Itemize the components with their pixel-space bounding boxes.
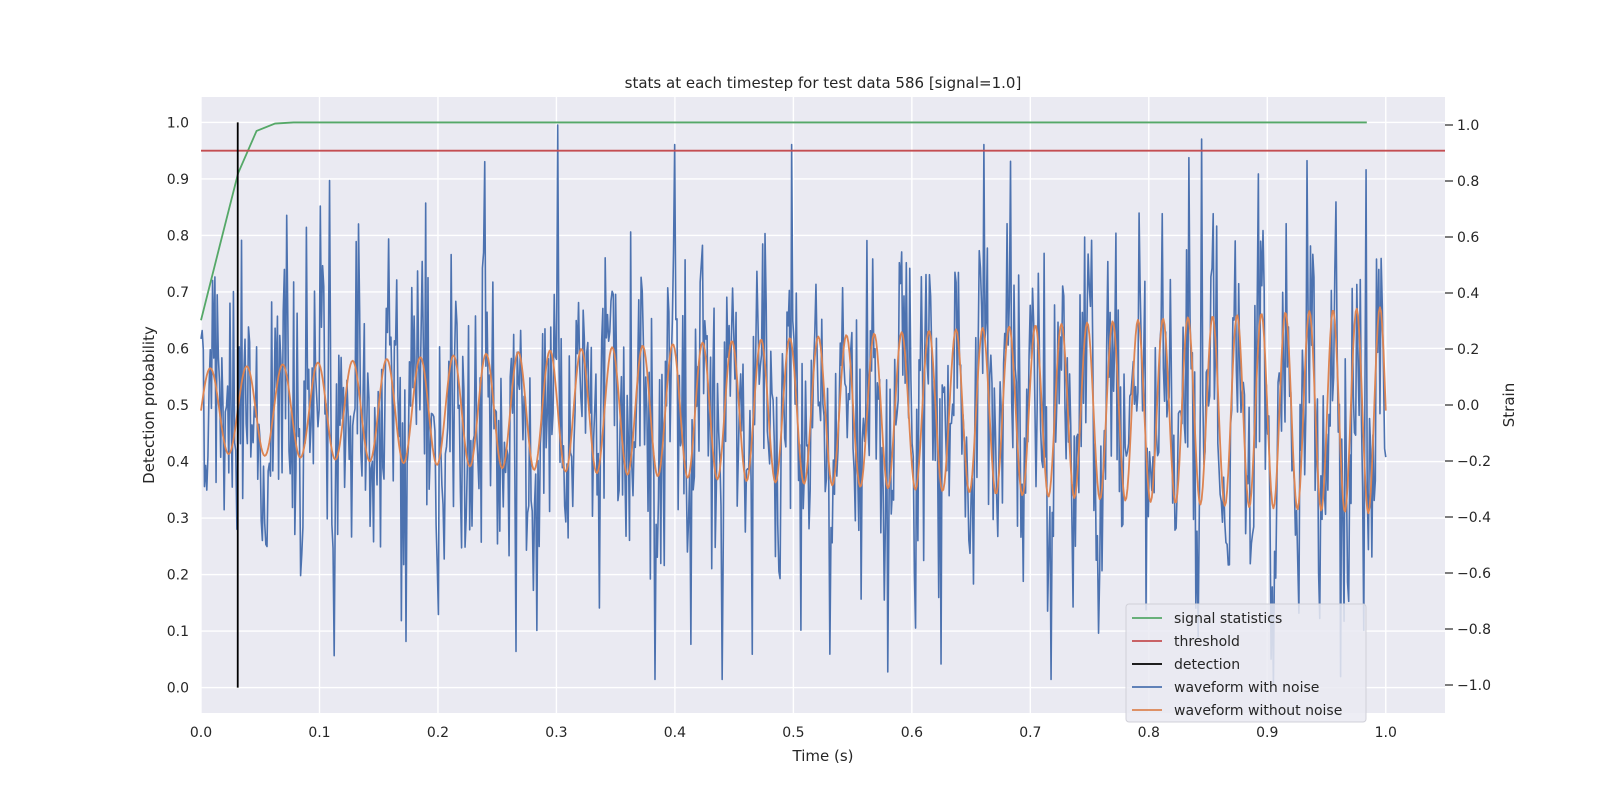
series-layer <box>200 121 1445 688</box>
y2-tick-label: 0.2 <box>1457 342 1479 358</box>
y2-tick-label: 1.0 <box>1457 118 1479 134</box>
y2-tick-label: −0.2 <box>1457 454 1491 470</box>
x-tick-label: 0.1 <box>308 725 330 741</box>
y2-tick-label: −0.6 <box>1457 566 1491 582</box>
y2-tick-label: −1.0 <box>1457 678 1491 694</box>
y-tick-label: 0.7 <box>167 285 189 301</box>
x-tick-label: 0.9 <box>1256 725 1278 741</box>
x-tick-label: 0.7 <box>1019 725 1041 741</box>
series-line-signal-statistics <box>200 121 1367 321</box>
series-line-waveform-without-noise <box>200 306 1387 515</box>
y-tick-label: 0.1 <box>167 624 189 640</box>
legend: signal statistics threshold detection wa… <box>1125 603 1367 723</box>
y-tick-label: 0.6 <box>167 341 189 357</box>
y-tick-label: 0.8 <box>167 228 189 244</box>
legend-label-waveform-without-noise: waveform without noise <box>1174 703 1342 719</box>
y2-tick-label: −0.4 <box>1457 510 1491 526</box>
y-axis-label: Detection probability <box>140 326 158 484</box>
x-axis-label: Time (s) <box>792 747 854 765</box>
y2-tick-label: 0.8 <box>1457 174 1479 190</box>
legend-label-waveform-with-noise: waveform with noise <box>1174 680 1319 696</box>
x-tick-label: 0.3 <box>545 725 567 741</box>
y-axis-left: 0.0 0.1 0.2 0.3 0.4 0.5 0.6 0.7 0.8 0.9 1.0 <box>167 115 189 696</box>
y2-tick-label: 0.4 <box>1457 286 1479 302</box>
y-tick-label: 0.9 <box>167 172 189 188</box>
y2-tick-label: 0.0 <box>1457 398 1479 414</box>
y2-tick-label: 0.6 <box>1457 230 1479 246</box>
x-tick-label: 0.2 <box>427 725 449 741</box>
legend-label-signal-statistics: signal statistics <box>1174 611 1282 627</box>
y-tick-label: 0.3 <box>167 511 189 527</box>
y-tick-label: 0.4 <box>167 455 189 471</box>
x-tick-label: 0.5 <box>782 725 804 741</box>
legend-label-detection: detection <box>1174 657 1240 673</box>
y2-axis-label: Strain <box>1500 383 1518 427</box>
chart-title: stats at each timestep for test data 586… <box>625 74 1022 92</box>
legend-box <box>1125 603 1367 723</box>
y2-tick-label: −0.8 <box>1457 622 1491 638</box>
x-tick-label: 0.8 <box>1138 725 1160 741</box>
y-tick-label: 0.0 <box>167 681 189 697</box>
x-axis: 0.0 0.1 0.2 0.3 0.4 0.5 0.6 0.7 0.8 0.9 1.0 <box>190 725 1397 741</box>
x-tick-label: 0.6 <box>901 725 923 741</box>
y-tick-label: 0.2 <box>167 568 189 584</box>
x-tick-label: 0.0 <box>190 725 212 741</box>
y-tick-label: 0.5 <box>167 398 189 414</box>
x-tick-label: 0.4 <box>664 725 686 741</box>
x-tick-label: 1.0 <box>1375 725 1397 741</box>
y-tick-label: 1.0 <box>167 115 189 131</box>
legend-label-threshold: threshold <box>1174 634 1240 650</box>
series-line-waveform-with-noise <box>200 124 1387 686</box>
y-axis-right: −1.0 −0.8 −0.6 −0.4 −0.2 0.0 0.2 0.4 0.6 0.8 1.0 <box>1445 118 1491 694</box>
